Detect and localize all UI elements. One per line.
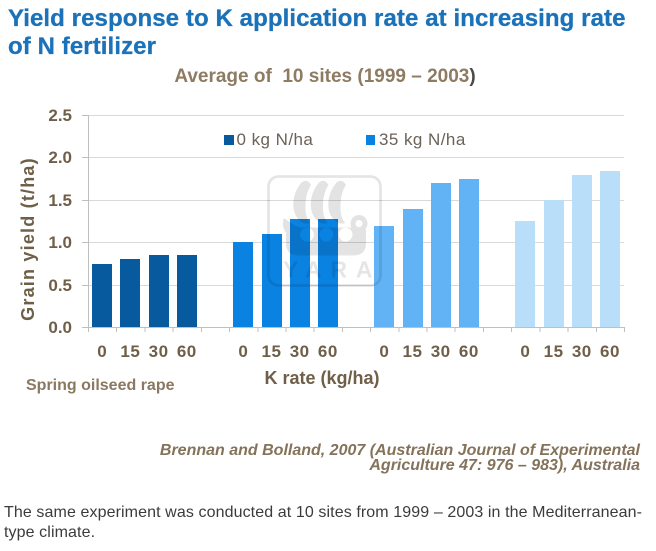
svg-text:YARA: YARA — [283, 257, 381, 283]
